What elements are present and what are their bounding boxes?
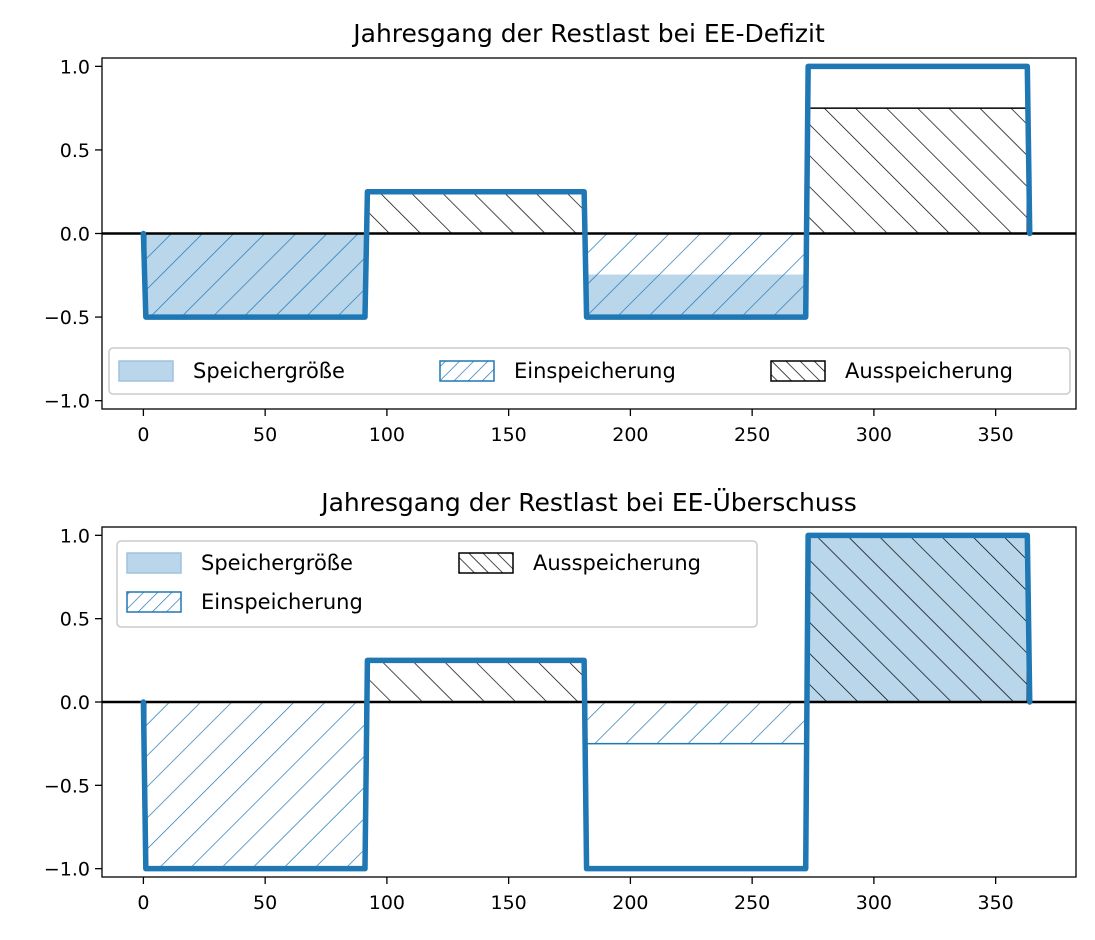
y-tick-label: 0.0 bbox=[60, 692, 90, 714]
chart-title: Jahresgang der Restlast bei EE-Defizit bbox=[351, 19, 825, 48]
x-tick-label: 50 bbox=[253, 424, 277, 446]
y-tick-label: 0.5 bbox=[60, 140, 90, 162]
discharging-hatch-region bbox=[807, 534, 1029, 703]
legend-label: Ausspeicherung bbox=[845, 359, 1013, 383]
x-tick-label: 0 bbox=[137, 424, 149, 446]
y-tick-label: −0.5 bbox=[44, 775, 90, 797]
x-tick-label: 0 bbox=[137, 892, 149, 914]
charging-hatch-region bbox=[145, 232, 366, 318]
x-tick-label: 300 bbox=[856, 892, 892, 914]
x-tick-label: 50 bbox=[253, 892, 277, 914]
x-tick-label: 350 bbox=[978, 892, 1014, 914]
y-tick-label: 0.0 bbox=[60, 224, 90, 246]
legend-box bbox=[116, 540, 758, 628]
legend-label: Speichergröße bbox=[193, 359, 345, 383]
chart-panel-1: Jahresgang der Restlast bei EE-Defizit 0 5… bbox=[44, 19, 1077, 446]
charts-root: Jahresgang der Restlast bei EE-Defizit 0 5… bbox=[44, 19, 1077, 914]
y-tick-label: −1.0 bbox=[44, 859, 90, 881]
legend-swatch-storage bbox=[118, 360, 174, 382]
x-tick-label: 300 bbox=[856, 424, 892, 446]
y-tick-label: 1.0 bbox=[60, 56, 90, 78]
charging-hatch-region bbox=[145, 701, 366, 870]
legend-label: Einspeicherung bbox=[201, 590, 363, 614]
legend: Speichergröße Einspeicherung Ausspeicherun… bbox=[108, 347, 1071, 395]
residual-load-line bbox=[140, 63, 1033, 320]
y-tick-label: 1.0 bbox=[60, 525, 90, 547]
chart-panel-2: Jahresgang der Restlast bei EE-Überschus… bbox=[44, 488, 1077, 914]
legend-box bbox=[108, 347, 1071, 395]
legend-label: Einspeicherung bbox=[514, 359, 676, 383]
legend: Speichergröße Einspeicherung Ausspeicherun… bbox=[116, 540, 758, 628]
legend-label: Speichergröße bbox=[201, 551, 353, 575]
legend-swatch-discharging bbox=[770, 360, 826, 382]
x-tick-label: 150 bbox=[491, 424, 527, 446]
x-tick-label: 100 bbox=[369, 892, 405, 914]
charging-hatch-region bbox=[585, 232, 807, 318]
discharging-hatch-region bbox=[807, 107, 1029, 235]
legend-swatch-charging bbox=[439, 360, 495, 382]
x-tick-label: 250 bbox=[734, 424, 770, 446]
x-tick-label: 250 bbox=[734, 892, 770, 914]
legend-swatch-storage bbox=[126, 552, 182, 574]
x-tick-label: 100 bbox=[369, 424, 405, 446]
x-tick-label: 150 bbox=[491, 892, 527, 914]
y-tick-label: 0.5 bbox=[60, 609, 90, 631]
discharging-hatch-region bbox=[366, 190, 585, 235]
legend-swatch-charging bbox=[126, 591, 182, 613]
x-tick-label: 200 bbox=[612, 892, 648, 914]
y-tick-label: −1.0 bbox=[44, 391, 90, 413]
chart-title: Jahresgang der Restlast bei EE-Überschus… bbox=[319, 488, 857, 517]
legend-label: Ausspeicherung bbox=[533, 551, 701, 575]
discharging-hatch-region bbox=[366, 659, 585, 703]
y-tick-label: −0.5 bbox=[44, 307, 90, 329]
x-tick-label: 350 bbox=[978, 424, 1014, 446]
legend-swatch-discharging bbox=[458, 552, 514, 574]
residual-load-line bbox=[140, 532, 1033, 872]
x-tick-label: 200 bbox=[612, 424, 648, 446]
charging-hatch-region bbox=[585, 701, 807, 745]
